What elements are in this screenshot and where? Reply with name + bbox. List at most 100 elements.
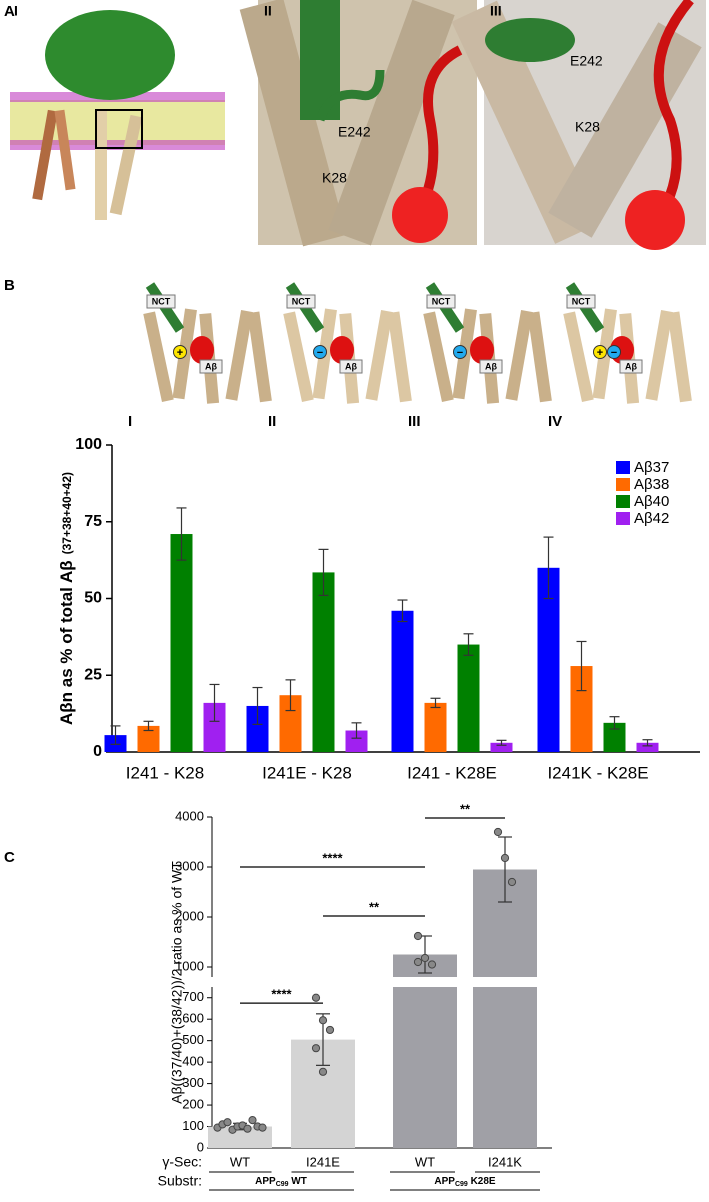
helix xyxy=(485,18,575,62)
y-tick-label: 4000 xyxy=(175,808,204,823)
group-text: APP xyxy=(255,1176,276,1187)
data-point xyxy=(413,957,423,967)
error-bar xyxy=(351,722,362,739)
y-tick-label: 0 xyxy=(197,1139,204,1154)
y-tick-label: 2000 xyxy=(175,908,204,923)
bar xyxy=(137,725,160,752)
bar-lower xyxy=(473,987,537,1148)
lipid-heads xyxy=(10,140,225,150)
data-point xyxy=(500,853,510,863)
group-label: APPC99 K28E xyxy=(434,1176,496,1188)
legend-swatch xyxy=(616,495,630,508)
error-bar xyxy=(498,836,512,903)
bar xyxy=(312,572,335,752)
data-point xyxy=(493,827,503,837)
legend-swatch xyxy=(616,478,630,491)
helix xyxy=(365,309,393,401)
error-bar xyxy=(576,640,587,692)
data-point xyxy=(427,960,437,969)
bar xyxy=(490,742,513,752)
y-tick-label: 1000 xyxy=(175,958,204,973)
error-bar xyxy=(176,507,187,561)
chart-b: 0 25 50 75 100 Aβn as % of total Aβ (37+38+40+… xyxy=(57,436,700,782)
significance-label: ** xyxy=(460,801,471,816)
charge xyxy=(313,345,327,359)
helix xyxy=(387,311,412,403)
nct-box xyxy=(146,294,176,309)
helix xyxy=(32,109,58,201)
x-tick-label: I241 - K28E xyxy=(407,763,497,782)
structure: NCT Aβ − II xyxy=(268,282,412,430)
loop xyxy=(315,69,385,122)
bar-lower xyxy=(393,987,457,1148)
bar xyxy=(424,702,447,752)
row-label: Substr: xyxy=(158,1173,202,1189)
y-axis-label: Aβn as % of total Aβ (37+38+40+42) xyxy=(57,472,76,725)
legend-label: Aβ40 xyxy=(634,493,669,510)
image-numeral: III xyxy=(490,3,502,19)
data-point xyxy=(223,1118,232,1127)
panel-label: C xyxy=(4,849,15,866)
panel-label: A xyxy=(4,3,15,20)
y-tick-label: 700 xyxy=(182,989,204,1004)
abeta-helix xyxy=(470,336,494,364)
substrate-helix xyxy=(392,187,448,243)
bar xyxy=(570,666,593,752)
helix xyxy=(527,311,552,403)
y-tick-label: 0 xyxy=(93,743,102,760)
data-point xyxy=(318,1067,328,1076)
error-bar xyxy=(609,716,620,730)
abeta-label: Aβ xyxy=(345,361,357,371)
nicastrin xyxy=(45,10,175,100)
y-tick-label: 25 xyxy=(84,666,102,683)
charge-sign: − xyxy=(457,347,463,359)
helix xyxy=(328,0,455,246)
nct-label: NCT xyxy=(292,296,311,306)
y-tick-label: 75 xyxy=(84,513,102,530)
data-point xyxy=(311,1044,321,1053)
substrate xyxy=(415,45,463,213)
y-tick-label: 3000 xyxy=(175,858,204,873)
y-label-sub: (37+38+40+42) xyxy=(60,472,74,554)
bar xyxy=(636,742,659,752)
significance-label: **** xyxy=(271,987,292,1002)
abeta-helix xyxy=(190,336,214,364)
data-point xyxy=(420,953,430,963)
y-tick-label: 50 xyxy=(84,590,102,607)
helix xyxy=(505,309,533,401)
group-rest: WT xyxy=(289,1176,307,1187)
y-tick-label: 100 xyxy=(75,436,102,453)
substrate-helix xyxy=(625,190,685,250)
x-tick-label: I241K - K28E xyxy=(547,763,648,782)
bar xyxy=(208,1126,272,1148)
legend-label: Aβ37 xyxy=(634,459,669,476)
significance-label: **** xyxy=(322,850,343,865)
bar xyxy=(246,705,269,752)
error-bar xyxy=(143,720,154,732)
x-tick-label: I241E xyxy=(306,1154,340,1169)
charge xyxy=(607,345,621,359)
charge-sign: + xyxy=(597,347,603,359)
x-tick-label: WT xyxy=(415,1154,435,1169)
nct-label: NCT xyxy=(152,296,171,306)
bar xyxy=(603,722,626,752)
image-numeral: II xyxy=(264,3,272,19)
error-bar xyxy=(430,697,441,709)
bar xyxy=(537,567,560,752)
error-bar xyxy=(252,686,263,725)
structure-numeral: III xyxy=(408,413,421,430)
legend-swatch xyxy=(616,512,630,525)
y-tick-label: 500 xyxy=(182,1032,204,1047)
error-bar xyxy=(496,739,507,746)
group-rest: K28E xyxy=(468,1176,496,1187)
abeta-box xyxy=(479,359,503,374)
y-tick-label: 600 xyxy=(182,1011,204,1026)
legend-label: Aβ38 xyxy=(634,476,669,493)
x-tick-label: I241 - K28 xyxy=(126,763,204,782)
data-point xyxy=(507,877,517,887)
error-bar xyxy=(543,536,554,600)
data-point xyxy=(243,1124,252,1133)
legend-swatch xyxy=(616,461,630,474)
abeta-label: Aβ xyxy=(485,361,497,371)
